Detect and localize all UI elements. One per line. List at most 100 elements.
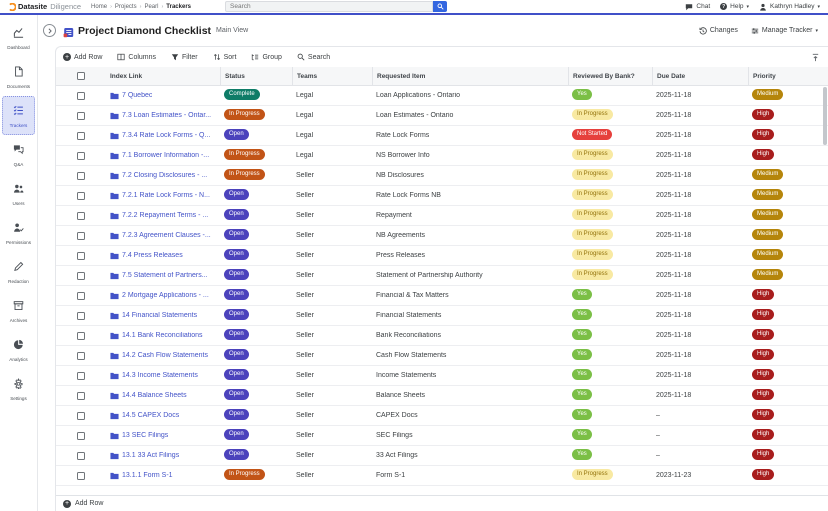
group-button[interactable]: Group (251, 53, 282, 61)
column-header-teams[interactable]: Teams (292, 67, 372, 85)
index-link[interactable]: 14.4 Balance Sheets (122, 392, 187, 399)
index-link[interactable]: 2 Mortgage Applications - ... (122, 292, 209, 299)
reviewed-badge[interactable]: Yes (572, 309, 592, 320)
status-badge[interactable]: Open (224, 129, 249, 140)
index-link[interactable]: 13 SEC Filings (122, 432, 169, 439)
row-checkbox[interactable] (77, 291, 85, 300)
status-badge[interactable]: Open (224, 289, 249, 300)
chat-button[interactable]: Chat (685, 3, 710, 11)
priority-badge[interactable]: Medium (752, 249, 784, 260)
reviewed-badge[interactable]: Yes (572, 429, 592, 440)
reviewed-badge[interactable]: In Progress (572, 469, 613, 480)
priority-badge[interactable]: High (752, 309, 775, 320)
row-checkbox[interactable] (77, 311, 85, 320)
status-badge[interactable]: Open (224, 269, 249, 280)
search-input[interactable] (225, 1, 433, 12)
row-checkbox[interactable] (77, 271, 85, 280)
sidebar-item-documents[interactable]: Documents (2, 57, 35, 96)
table-row[interactable]: 14.3 Income Statements Open Seller Income S… (56, 366, 828, 386)
status-badge[interactable]: Open (224, 309, 249, 320)
column-header-requested-item[interactable]: Requested Item (372, 67, 568, 85)
column-header-priority[interactable]: Priority (748, 67, 818, 85)
status-badge[interactable]: Open (224, 429, 249, 440)
table-search-button[interactable]: Search (297, 53, 330, 61)
collapse-rows-button[interactable] (811, 53, 820, 62)
status-badge[interactable]: Open (224, 209, 249, 220)
index-link[interactable]: 7.2.3 Agreement Clauses -... (122, 232, 211, 239)
columns-button[interactable]: Columns (117, 53, 156, 61)
row-checkbox[interactable] (77, 471, 85, 480)
select-all-checkbox[interactable] (77, 72, 85, 80)
priority-badge[interactable]: High (752, 289, 775, 300)
table-row[interactable]: 7.2.1 Rate Lock Forms - N... Open Seller Ra… (56, 186, 828, 206)
sidebar-item-q-a[interactable]: Q&A (2, 135, 35, 174)
reviewed-badge[interactable]: Yes (572, 289, 592, 300)
search-button[interactable] (433, 1, 447, 12)
index-link[interactable]: 7.4 Press Releases (122, 252, 183, 259)
status-badge[interactable]: Open (224, 229, 249, 240)
row-checkbox[interactable] (77, 251, 85, 260)
row-checkbox[interactable] (77, 331, 85, 340)
add-row-button[interactable]: + Add Row (63, 53, 103, 61)
index-link[interactable]: 7.2.2 Repayment Terms - ... (122, 212, 209, 219)
reviewed-badge[interactable]: In Progress (572, 149, 613, 160)
reviewed-badge[interactable]: Yes (572, 329, 592, 340)
sidebar-item-permissions[interactable]: Permissions (2, 213, 35, 252)
reviewed-badge[interactable]: Not Started (572, 129, 613, 140)
reviewed-badge[interactable]: In Progress (572, 249, 613, 260)
priority-badge[interactable]: High (752, 109, 775, 120)
row-checkbox[interactable] (77, 391, 85, 400)
help-menu[interactable]: ? Help ▾ (720, 3, 750, 10)
row-checkbox[interactable] (77, 171, 85, 180)
sidebar-item-users[interactable]: Users (2, 174, 35, 213)
priority-badge[interactable]: Medium (752, 229, 784, 240)
priority-badge[interactable]: High (752, 409, 775, 420)
filter-button[interactable]: Filter (171, 53, 198, 61)
index-link[interactable]: 7.5 Statement of Partners... (122, 272, 208, 279)
priority-badge[interactable]: High (752, 469, 775, 480)
row-checkbox[interactable] (77, 351, 85, 360)
reviewed-badge[interactable]: Yes (572, 349, 592, 360)
priority-badge[interactable]: High (752, 389, 775, 400)
status-badge[interactable]: Open (224, 369, 249, 380)
index-link[interactable]: 14.3 Income Statements (122, 372, 198, 379)
priority-badge[interactable]: High (752, 429, 775, 440)
breadcrumb-home[interactable]: Home (91, 3, 108, 10)
table-row[interactable]: 2 Mortgage Applications - ... Open Seller F… (56, 286, 828, 306)
index-link[interactable]: 13.1.1 Form S-1 (122, 472, 173, 479)
row-checkbox[interactable] (77, 451, 85, 460)
index-link[interactable]: 14.2 Cash Flow Statements (122, 352, 208, 359)
status-badge[interactable]: In Progress (224, 169, 265, 180)
reviewed-badge[interactable]: Yes (572, 409, 592, 420)
table-row[interactable]: 14.4 Balance Sheets Open Seller Balance She… (56, 386, 828, 406)
priority-badge[interactable]: High (752, 349, 775, 360)
table-row[interactable]: 14.5 CAPEX Docs Open Seller CAPEX Docs Yes – H… (56, 406, 828, 426)
priority-badge[interactable]: High (752, 329, 775, 340)
priority-badge[interactable]: Medium (752, 209, 784, 220)
status-badge[interactable]: Open (224, 349, 249, 360)
row-checkbox[interactable] (77, 111, 85, 120)
reviewed-badge[interactable]: In Progress (572, 109, 613, 120)
table-row[interactable]: 13.1 33 Act Filings Open Seller 33 Act Fili… (56, 446, 828, 466)
status-badge[interactable]: Open (224, 389, 249, 400)
column-header-status[interactable]: Status (220, 67, 292, 85)
sidebar-item-analytics[interactable]: Analytics (2, 330, 35, 369)
status-badge[interactable]: Open (224, 449, 249, 460)
index-link[interactable]: 7 Quebec (122, 92, 153, 99)
sidebar-item-settings[interactable]: Settings (2, 369, 35, 408)
reviewed-badge[interactable]: Yes (572, 369, 592, 380)
footer-add-row-button[interactable]: + Add Row (56, 495, 828, 511)
table-row[interactable]: 7.5 Statement of Partners... Open Seller St… (56, 266, 828, 286)
status-badge[interactable]: Complete (224, 89, 260, 100)
row-checkbox[interactable] (77, 191, 85, 200)
table-row[interactable]: 7.4 Press Releases Open Seller Press Releas… (56, 246, 828, 266)
sidebar-item-dashboard[interactable]: Dashboard (2, 18, 35, 57)
priority-badge[interactable]: Medium (752, 89, 784, 100)
index-link[interactable]: 7.1 Borrower Information -... (122, 152, 210, 159)
priority-badge[interactable]: Medium (752, 189, 784, 200)
column-header-reviewed-by-bank[interactable]: Reviewed By Bank? (568, 67, 652, 85)
table-row[interactable]: 13 SEC Filings Open Seller SEC Filings Yes – H… (56, 426, 828, 446)
status-badge[interactable]: Open (224, 189, 249, 200)
index-link[interactable]: 7.2.1 Rate Lock Forms - N... (122, 192, 210, 199)
sidebar-item-redaction[interactable]: Redaction (2, 252, 35, 291)
